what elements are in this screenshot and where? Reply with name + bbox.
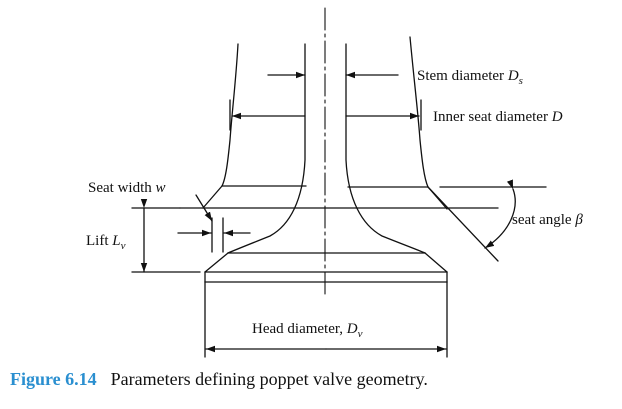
lift-label: Lift Lv [86, 233, 126, 252]
seat-width-label: Seat width w [88, 180, 166, 196]
lift-dimension [131, 199, 201, 273]
valve-head [204, 252, 448, 283]
valve-stem-right [345, 43, 426, 254]
stem-diameter-label: Stem diameter Ds [417, 68, 523, 87]
seat-angle-cone-line [427, 186, 499, 262]
seat-width-leader [195, 194, 213, 222]
valve-stem-left [227, 43, 306, 254]
head-diameter-label: Head diameter, Dv [252, 321, 363, 340]
inner-seat-diameter-label: Inner seat diameter D [433, 109, 563, 125]
port-wall-left [221, 43, 239, 187]
seat-angle-arc [484, 179, 516, 249]
seat-angle-label: seat angle β [512, 212, 583, 228]
head-diameter-dimension [204, 281, 448, 358]
seat-width-dimension [177, 217, 251, 253]
port-wall-right [409, 36, 429, 188]
valve-seat-right [347, 186, 448, 210]
figure-caption: Figure 6.14 Parameters defining poppet va… [10, 369, 428, 390]
figure-number: Figure 6.14 [10, 369, 97, 389]
inner-seat-diameter-dimension [229, 99, 422, 131]
figure-caption-text: Parameters defining poppet valve geometr… [110, 369, 428, 389]
valve-seat-left [202, 185, 307, 209]
